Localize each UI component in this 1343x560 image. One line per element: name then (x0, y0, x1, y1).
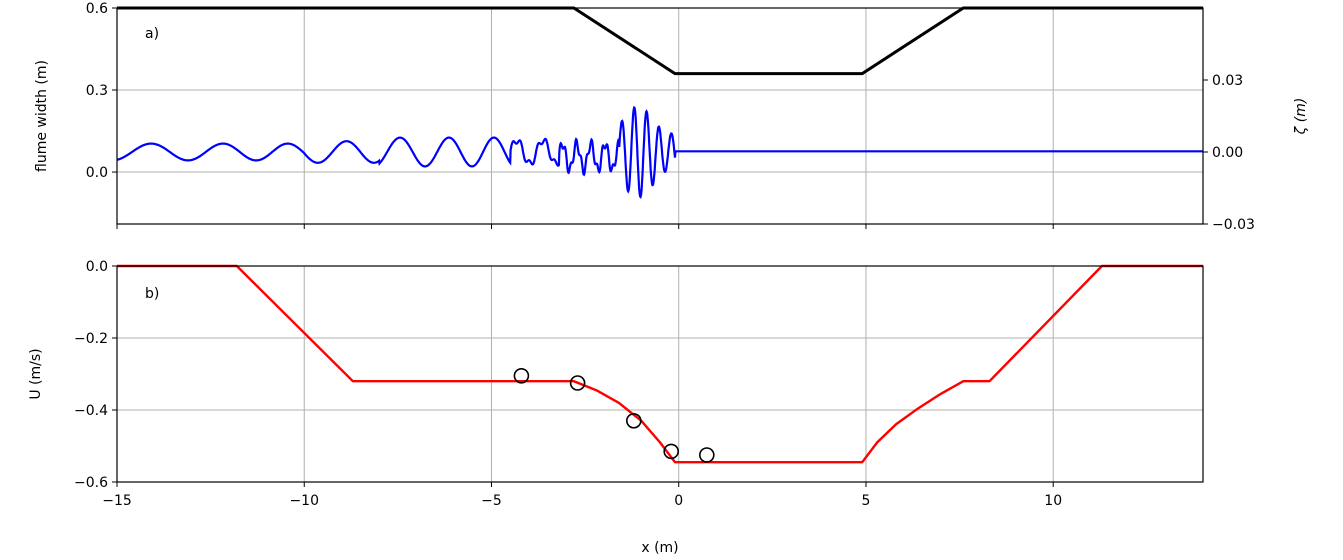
panel-b: −15 −10 −5 0 5 10 −0.6 −0.4 −0.2 0.0 b) U (m/s) x… (28, 259, 1204, 556)
observation-point (698, 447, 715, 463)
panel-b-xlabel: x (m) (641, 540, 678, 556)
panel-b-ytick-label: −0.2 (74, 331, 108, 347)
observation-point (569, 375, 586, 391)
panel-a-ticks: 0.0 0.3 0.6 −0.03 0.00 0.03 (86, 1, 1255, 233)
panel-a-frame (116, 7, 1204, 225)
panel-b-label: b) (145, 286, 159, 302)
panel-b-xtick-label: 5 (862, 493, 871, 509)
panel-a-ytick-label: 0.6 (86, 1, 108, 17)
panel-a-series (116, 6, 1203, 199)
panel-b-xtick-label: −15 (102, 493, 132, 509)
panel-a-ytick-label: 0.3 (86, 83, 108, 99)
panel-b-xtick-label: 10 (1044, 493, 1062, 509)
flume-width-line (117, 6, 1203, 76)
panel-b-xtick-label: −10 (289, 493, 319, 509)
panel-a-y2tick-label: 0.00 (1212, 145, 1243, 161)
panel-b-frame (116, 265, 1204, 483)
panel-a-y2tick-label: 0.03 (1212, 73, 1243, 89)
panel-a-y2tick-label: −0.03 (1212, 217, 1255, 233)
observation-point (513, 367, 530, 384)
panel-b-ticks: −15 −10 −5 0 5 10 −0.6 −0.4 −0.2 0.0 (74, 259, 1062, 509)
panel-b-xtick-label: −5 (481, 493, 502, 509)
surface-elevation-line (116, 105, 1203, 199)
current-line (117, 264, 1203, 464)
panel-a-ylabel: flume width (m) (34, 60, 50, 172)
observation-point (663, 443, 680, 460)
panel-a: 0.0 0.3 0.6 −0.03 0.00 0.03 a) flume width (m… (34, 1, 1309, 233)
panel-a-ytick-label: 0.0 (86, 165, 108, 181)
panel-b-xtick-label: 0 (674, 493, 683, 509)
panel-a-label: a) (145, 26, 159, 42)
panel-b-ytick-label: −0.4 (74, 403, 108, 419)
panel-b-series (117, 264, 1203, 464)
observation-point (625, 412, 642, 429)
panel-a-y2label: ζ (m) (1293, 98, 1309, 136)
panel-a-grid (116, 7, 1203, 224)
panel-b-grid (116, 265, 1203, 483)
panel-b-ytick-label: 0.0 (86, 259, 108, 275)
panel-b-ylabel: U (m/s) (28, 348, 44, 399)
panel-b-ytick-label: −0.6 (74, 475, 108, 491)
